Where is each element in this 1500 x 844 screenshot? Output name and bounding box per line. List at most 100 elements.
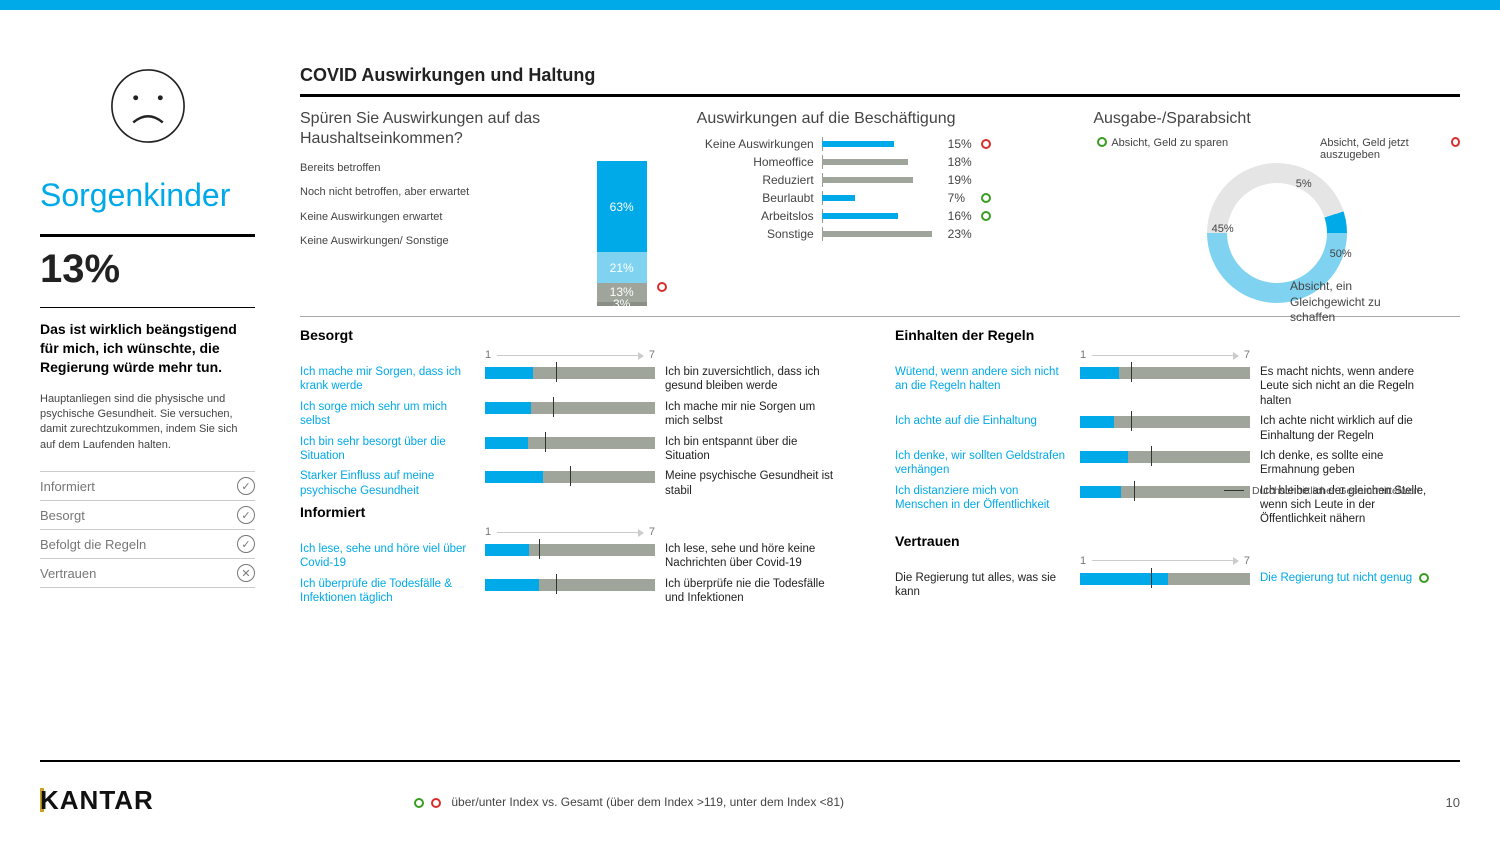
hbar-bar: [822, 213, 899, 219]
hbar-row: Arbeitslos 16%: [697, 209, 1064, 223]
hbar-row: Reduziert 19%: [697, 173, 1064, 187]
checklist: Informiert ✓Besorgt ✓Befolgt die Regeln …: [40, 471, 255, 588]
scale-left-label: Wütend, wenn andere sich nicht an die Re…: [895, 365, 1070, 394]
scale-row: Ich bin sehr besorgt über die Situation …: [300, 435, 865, 464]
cross-icon: ✕: [237, 564, 255, 582]
scale-heading: Vertrauen: [895, 533, 1460, 549]
divider: [40, 234, 255, 237]
checklist-row: Vertrauen ✕: [40, 558, 255, 588]
checklist-label: Vertrauen: [40, 566, 96, 581]
employment-title: Auswirkungen auf die Beschäftigung: [697, 109, 1064, 129]
main-column: COVID Auswirkungen und Haltung Spüren Si…: [300, 65, 1460, 612]
footer-note-text: über/unter Index vs. Gesamt (über dem In…: [451, 795, 844, 809]
segment-quote: Das ist wirklich beängstigend für mich, …: [40, 320, 255, 377]
scale-right-label: Es macht nichts, wenn andere Leute sich …: [1260, 365, 1435, 408]
donut-label: Absicht, ein Gleichgewicht zu schaffen: [1290, 279, 1420, 326]
scale-left-label: Starker Einfluss auf meine psychische Ge…: [300, 469, 475, 498]
checklist-label: Besorgt: [40, 508, 85, 523]
donut-value-label: 45%: [1212, 223, 1234, 235]
divider: [300, 316, 1460, 317]
scale-left-label: Die Regierung tut alles, was sie kann: [895, 571, 1070, 600]
hbar-bar: [822, 231, 932, 237]
scale-bar: [1080, 414, 1250, 428]
stacked-chart: Spüren Sie Auswirkungen auf das Haushalt…: [300, 109, 667, 306]
scale-row: Ich achte auf die Einhaltung Ich achte n…: [895, 414, 1460, 443]
scale-right-label: Ich bin zuversichtlich, dass ich gesund …: [665, 365, 840, 394]
hbar-label: Keine Auswirkungen: [697, 137, 822, 151]
footer-rule: [40, 760, 1460, 762]
mean-marker: [556, 362, 557, 382]
scale-row: Ich denke, wir sollten Geldstrafen verhä…: [895, 449, 1460, 478]
stacked-bar: 63%21%13%3%: [597, 161, 647, 306]
segment-title: Sorgenkinder: [40, 177, 255, 214]
scale-axis: 17: [485, 526, 655, 538]
indicator-icon: [981, 139, 991, 149]
scale-row: Wütend, wenn andere sich nicht an die Re…: [895, 365, 1460, 408]
footer-note: über/unter Index vs. Gesamt (über dem In…: [410, 795, 844, 809]
scale-right-label: Ich mache mir nie Sorgen um mich selbst: [665, 400, 840, 429]
scale-bar: [485, 435, 655, 449]
stacked-labels: Bereits betroffenNoch nicht betroffen, a…: [300, 161, 587, 258]
mean-marker: [1131, 362, 1132, 382]
brand-logo: KANTAR: [40, 785, 154, 816]
scale-left-label: Ich lese, sehe und höre viel über Covid-…: [300, 542, 475, 571]
scale-right-label: Ich lese, sehe und höre keine Nachrichte…: [665, 542, 840, 571]
checklist-label: Befolgt die Regeln: [40, 537, 146, 552]
stacked-segment: 21%: [597, 252, 647, 282]
stacked-title: Spüren Sie Auswirkungen auf das Haushalt…: [300, 109, 667, 149]
mean-marker: [1151, 446, 1152, 466]
left-column: Sorgenkinder 13% Das ist wirklich beängs…: [40, 65, 255, 588]
hbar-label: Homeoffice: [697, 155, 822, 169]
scale-column-left: Besorgt 17 Ich mache mir Sorgen, dass ich…: [300, 327, 865, 612]
scale-bar: [485, 577, 655, 591]
scale-bar: [485, 542, 655, 556]
donut-chart: Ausgabe-/Sparabsicht Absicht, Geld zu sp…: [1093, 109, 1460, 306]
hbar-label: Reduziert: [697, 173, 822, 187]
employment-chart: Auswirkungen auf die Beschäftigung Keine…: [697, 109, 1064, 306]
green-indicator-icon: [414, 798, 424, 808]
mean-marker: [1151, 568, 1152, 588]
hbar-value: 19%: [942, 173, 977, 187]
page-number: 10: [1446, 795, 1460, 810]
donut-legend: Absicht, Geld zu sparenAbsicht, Geld jet…: [1093, 137, 1460, 161]
donut-legend-label: Absicht, Geld zu sparen: [1111, 137, 1228, 149]
scale-row: Ich überprüfe die Todesfälle & Infektion…: [300, 577, 865, 606]
scale-row: Die Regierung tut alles, was sie kann Di…: [895, 571, 1460, 600]
scale-axis: 17: [1080, 349, 1250, 361]
scale-heading: Besorgt: [300, 327, 865, 343]
scale-bar: [1080, 449, 1250, 463]
scale-row: Starker Einfluss auf meine psychische Ge…: [300, 469, 865, 498]
scale-left-label: Ich achte auf die Einhaltung: [895, 414, 1070, 428]
hbar-value: 15%: [942, 137, 977, 151]
scale-left-label: Ich mache mir Sorgen, dass ich krank wer…: [300, 365, 475, 394]
hbar-label: Arbeitslos: [697, 209, 822, 223]
red-indicator-icon: [431, 798, 441, 808]
scale-axis: 17: [1080, 555, 1250, 567]
divider: [40, 307, 255, 308]
indicator-icon: [1419, 573, 1429, 583]
divider: [300, 94, 1460, 97]
indicator-icon: [1097, 137, 1107, 147]
mean-marker: [556, 574, 557, 594]
check-icon: ✓: [237, 506, 255, 524]
segment-desc: Hauptanliegen sind die physische und psy…: [40, 392, 255, 454]
scale-right-label: Ich denke, es sollte eine Ermahnung gebe…: [1260, 449, 1435, 478]
scale-row: Ich lese, sehe und höre viel über Covid-…: [300, 542, 865, 571]
hbar-bar: [822, 195, 856, 201]
scale-row: Ich mache mir Sorgen, dass ich krank wer…: [300, 365, 865, 394]
stacked-segment: 3%: [597, 302, 647, 306]
scale-left-label: Ich überprüfe die Todesfälle & Infektion…: [300, 577, 475, 606]
indicator-icon: [981, 193, 991, 203]
scale-right-label: Ich überprüfe nie die Todesfälle und Inf…: [665, 577, 840, 606]
main-title: COVID Auswirkungen und Haltung: [300, 65, 1460, 86]
segment-pct: 13%: [40, 247, 255, 292]
scale-right-label: Die Regierung tut nicht genug: [1260, 571, 1435, 585]
hbar-row: Keine Auswirkungen 15%: [697, 137, 1064, 151]
checklist-row: Befolgt die Regeln ✓: [40, 529, 255, 558]
scale-right-label: Ich bin entspannt über die Situation: [665, 435, 840, 464]
scale-axis: 17: [485, 349, 655, 361]
hbar-value: 23%: [942, 227, 977, 241]
scales-section: Besorgt 17 Ich mache mir Sorgen, dass ich…: [300, 327, 1460, 612]
check-icon: ✓: [237, 477, 255, 495]
hbar-bar: [822, 159, 908, 165]
